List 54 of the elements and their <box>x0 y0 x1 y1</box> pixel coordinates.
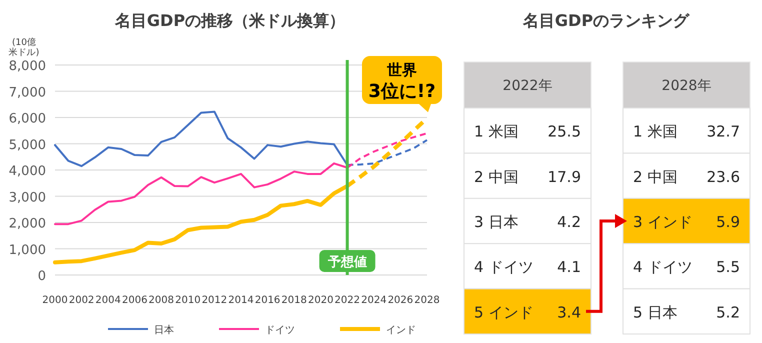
x-tick-label: 2026 <box>388 295 414 306</box>
x-tick-label: 2018 <box>281 295 307 306</box>
y-tick-label: 3 インド <box>633 213 692 231</box>
data-label: 4.2 <box>557 213 581 231</box>
y-tick-label: 5 日本 <box>633 303 678 322</box>
x-tick-label: 2028年 <box>662 78 712 94</box>
y-tick-label: 4 ドイツ <box>633 258 692 276</box>
y-tick-label: 2,000 <box>8 216 46 232</box>
y-tick-label: 2 中国 <box>474 168 518 186</box>
data-label: 3.4 <box>557 303 581 322</box>
data-label: 25.5 <box>548 122 581 141</box>
x-tick-label: 2028 <box>414 295 440 306</box>
x-tick-label: 2004 <box>95 295 121 306</box>
chart-title: 名目GDPのランキング <box>522 11 690 30</box>
x-tick-label: 2008 <box>148 295 174 306</box>
x-tick-label: 2022年 <box>502 78 552 94</box>
x-tick-label: 2006 <box>122 295 148 306</box>
x-tick-label: 2020 <box>308 295 334 306</box>
y-tick-label: 2 中国 <box>633 168 678 186</box>
data-label: 32.7 <box>706 122 740 141</box>
data-label: 23.6 <box>706 168 740 186</box>
data-label: 4.1 <box>557 258 581 276</box>
data-label: 5.9 <box>716 213 740 231</box>
legend-label: 日本 <box>154 324 174 336</box>
x-tick-label: 2024 <box>361 295 387 306</box>
legend-label: インド <box>386 325 416 336</box>
y-tick-label: 1 米国 <box>633 122 678 141</box>
x-tick-label: 2014 <box>228 295 254 306</box>
y-tick-label: 5,000 <box>8 138 46 153</box>
y-tick-label: 4 ドイツ <box>474 258 534 276</box>
y-tick-label: 8,000 <box>8 59 46 74</box>
y-axis-title: (10億米ドル) <box>8 37 40 58</box>
y-tick-label: 1,000 <box>8 242 46 258</box>
x-tick-label: 2002 <box>68 295 94 306</box>
data-label: 17.9 <box>548 168 581 186</box>
annotation: 世界 3位に!? <box>368 61 436 102</box>
y-tick-label: 3 日本 <box>474 213 518 231</box>
y-tick-label: 5 インド <box>474 303 534 322</box>
x-tick-label: 2000 <box>42 295 68 306</box>
y-tick-label: 4,000 <box>8 164 46 179</box>
y-tick-label: 1 米国 <box>474 122 518 141</box>
data-label: 5.5 <box>716 258 740 276</box>
ref-line-label: 予想値 <box>326 254 367 270</box>
data-label: 5.2 <box>716 303 740 322</box>
chart-title: 名目GDPの推移（米ドル換算） <box>114 11 346 30</box>
x-tick-label: 2022 <box>334 295 360 306</box>
x-tick-label: 2012 <box>202 295 228 306</box>
x-tick-label: 2016 <box>254 295 280 306</box>
y-tick-label: 0 <box>38 269 46 284</box>
x-tick-label: 2010 <box>175 295 201 306</box>
y-tick-label: 6,000 <box>8 112 46 126</box>
y-tick-label: 7,000 <box>8 85 46 100</box>
y-tick-label: 3,000 <box>8 190 46 206</box>
legend-label: ドイツ <box>265 325 295 336</box>
